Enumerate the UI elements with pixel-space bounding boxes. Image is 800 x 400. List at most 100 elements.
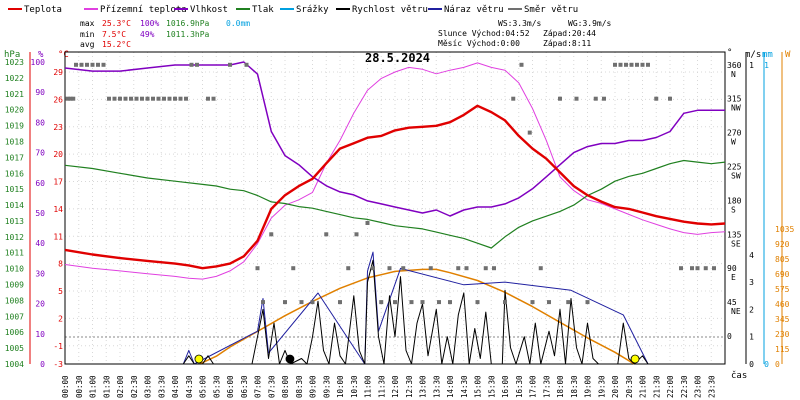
legend-label-smer-vetru: Směr větru: [524, 5, 578, 15]
x-tick-label: 12:00: [391, 375, 400, 398]
pressure-tick-label: 1019: [5, 122, 24, 131]
x-tick-label: 11:00: [364, 375, 373, 398]
temp-tick-label: -3: [53, 360, 63, 369]
wind-tick-label: 1: [749, 61, 754, 70]
compass-label: S: [731, 205, 736, 214]
wind-direction-point: [365, 221, 370, 225]
wind-direction-point: [527, 130, 532, 135]
wind-direction-point: [456, 266, 461, 271]
wind-tick-label: 1: [749, 333, 754, 342]
compass-label: N: [731, 70, 736, 79]
wind-direction-point: [393, 300, 397, 305]
x-tick-label: 14:30: [460, 375, 469, 398]
info-sun-set: Západ:20:44: [543, 29, 596, 38]
pressure-tick-label: 1013: [5, 217, 24, 226]
wind-direction-point: [574, 96, 579, 101]
wind-direction-point: [695, 266, 700, 271]
direction-tick-label: 180: [727, 196, 742, 205]
wind-direction-point: [547, 300, 551, 305]
wind-direction-point: [640, 62, 645, 67]
sunrise-marker: [194, 354, 204, 364]
rain-tick-label: 0: [764, 360, 769, 369]
sunset-marker: [630, 354, 640, 364]
wind-direction-point: [646, 62, 650, 67]
x-tick-label: 09:30: [322, 375, 331, 398]
legend-label-teplota: Teplota: [24, 5, 62, 15]
compass-label: E: [731, 273, 736, 282]
pressure-tick-label: 1006: [5, 328, 24, 337]
x-tick-label: 22:00: [666, 375, 675, 398]
stats-max-rain: 0.0mm: [226, 19, 250, 28]
pressure-tick-label: 1023: [5, 58, 24, 67]
stats-max-temp: 25.3°C: [102, 19, 131, 28]
wind-direction-point: [107, 96, 111, 101]
wind-direction-point: [712, 266, 716, 271]
wind-direction-point: [624, 62, 628, 67]
temp-tick-label: -1: [53, 342, 63, 351]
pressure-tick-label: 1009: [5, 281, 24, 290]
wind-direction-point: [519, 62, 524, 67]
direction-tick-label: 0: [727, 332, 732, 341]
direction-tick-label: 45: [727, 298, 737, 307]
wind-direction-point: [129, 96, 133, 101]
compass-label: NE: [731, 307, 741, 316]
wind-direction-point: [428, 266, 433, 271]
axis-label-hpa: hPa: [4, 50, 20, 60]
x-tick-label: 03:00: [144, 375, 153, 398]
wind-direction-point: [668, 96, 672, 101]
x-tick-label: 19:00: [584, 375, 593, 398]
x-tick-label: 13:00: [419, 375, 428, 398]
wind-direction-point: [593, 96, 598, 101]
info-moon-rise: Měsíc Východ:0:00: [438, 39, 520, 48]
wind-direction-point: [244, 62, 249, 67]
x-tick-label: 12:30: [405, 375, 414, 398]
wind-direction-point: [538, 266, 543, 271]
wind-direction-point: [261, 300, 265, 305]
info-moon-set: Západ:8:11: [543, 39, 591, 48]
wind-direction-point: [211, 96, 216, 101]
x-tick-label: 14:00: [446, 375, 455, 398]
x-tick-label: 21:30: [652, 375, 661, 398]
x-axis-label: čas: [731, 370, 747, 381]
wind-direction-point: [511, 96, 516, 101]
x-tick-label: 01:00: [89, 375, 98, 398]
wind-direction-point: [85, 62, 89, 67]
wind-direction-point: [566, 300, 571, 305]
wind-direction-point: [448, 300, 452, 305]
temp-tick-label: 8: [58, 260, 63, 269]
wind-direction-point: [371, 266, 375, 271]
wind-direction-point: [291, 266, 296, 271]
temp-tick-label: 2: [58, 314, 63, 323]
pressure-tick-label: 1020: [5, 106, 24, 115]
wind-direction-point: [602, 96, 606, 101]
info-wg: WG:3.9m/s: [568, 19, 612, 28]
x-tick-label: 08:30: [295, 375, 304, 398]
stats-block: max 25.3°C 100% 1016.9hPa 0.0mm min 7.5°…: [80, 19, 250, 49]
compass-label: NW: [731, 104, 741, 113]
x-tick-label: 18:30: [570, 375, 579, 398]
pressure-tick-label: 1011: [5, 249, 24, 258]
x-tick-label: 02:00: [116, 375, 125, 398]
wind-direction-point: [585, 300, 590, 305]
wind-direction-point: [112, 96, 117, 101]
wind-direction-point: [420, 300, 425, 305]
direction-tick-label: 360: [727, 61, 742, 70]
humidity-tick-label: 30: [35, 269, 45, 278]
wind-direction-point: [101, 62, 106, 67]
x-tick-label: 23:30: [707, 375, 716, 398]
wind-direction-point: [178, 96, 183, 101]
wind-tick-label: 2: [749, 305, 754, 314]
humidity-tick-label: 90: [35, 88, 45, 97]
direction-tick-label: 270: [727, 129, 742, 138]
info-ws: WS:3.3m/s: [498, 19, 542, 28]
gridlines: [64, 52, 725, 365]
info-block: WS:3.3m/s WG:3.9m/s Slunce Východ:04:52 …: [438, 19, 612, 48]
pressure-tick-label: 1016: [5, 169, 24, 178]
wind-direction-point: [437, 300, 441, 305]
wind-direction-point: [690, 266, 694, 271]
solar-tick-label: 0: [775, 360, 780, 369]
pressure-tick-label: 1017: [5, 153, 24, 162]
wind-direction-point: [629, 62, 634, 67]
compass-label: SW: [731, 172, 741, 181]
wind-direction-point: [118, 96, 122, 101]
